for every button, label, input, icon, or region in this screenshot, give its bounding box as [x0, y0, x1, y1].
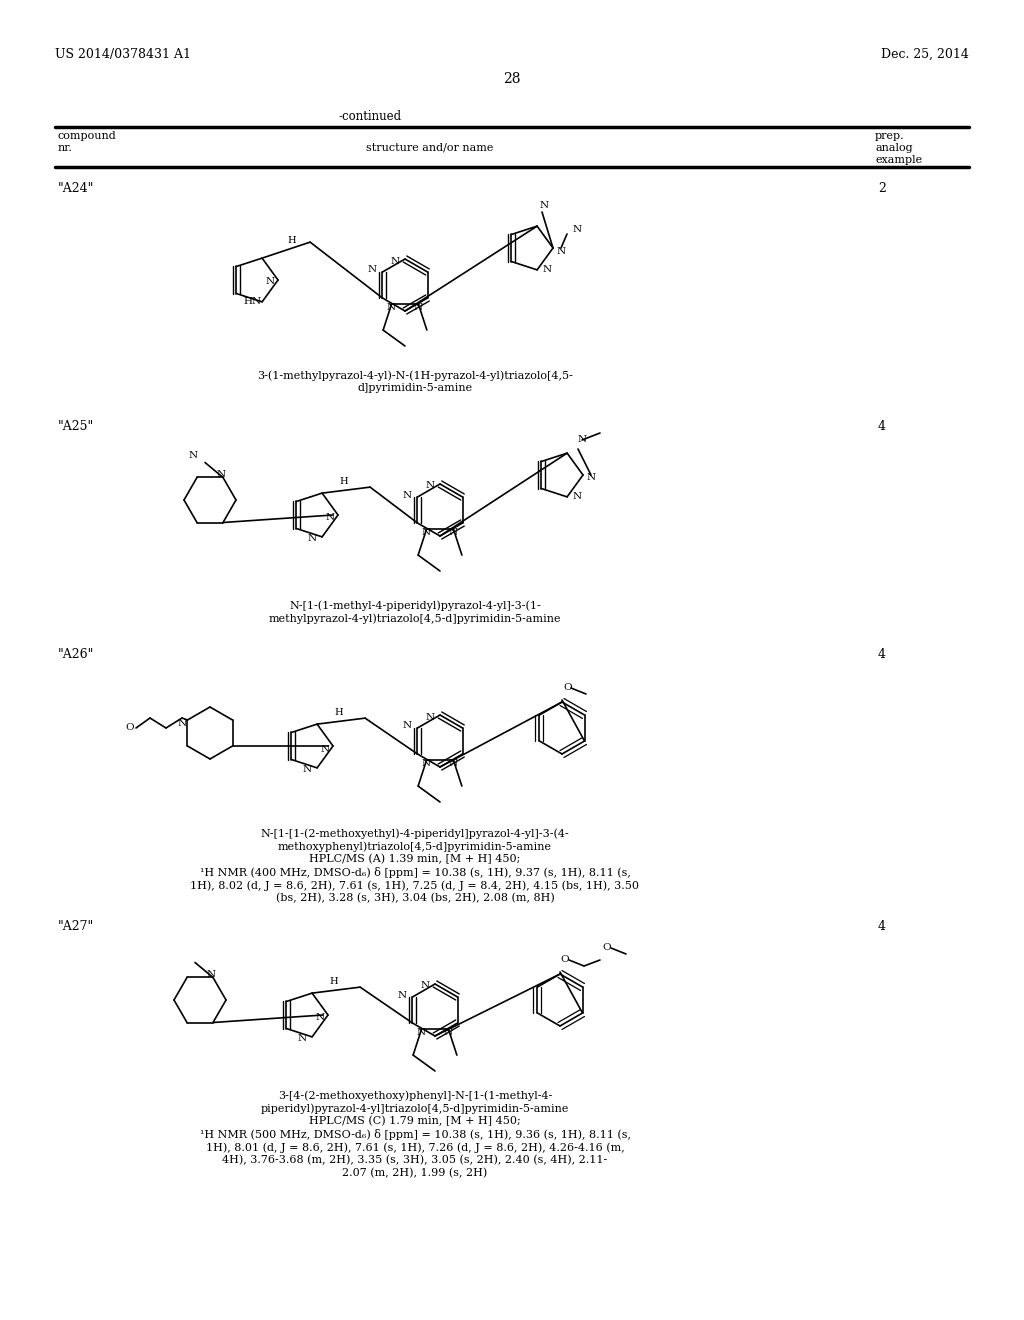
Text: 4H), 3.76-3.68 (m, 2H), 3.35 (s, 3H), 3.05 (s, 2H), 2.40 (s, 4H), 2.11-: 4H), 3.76-3.68 (m, 2H), 3.35 (s, 3H), 3.…: [222, 1155, 607, 1166]
Text: N: N: [587, 474, 596, 483]
Text: N: N: [178, 718, 187, 727]
Text: N: N: [390, 256, 399, 265]
Text: N: N: [188, 451, 198, 459]
Text: 4: 4: [878, 920, 886, 933]
Text: O: O: [603, 944, 611, 953]
Text: piperidyl)pyrazol-4-yl]triazolo[4,5-d]pyrimidin-5-amine: piperidyl)pyrazol-4-yl]triazolo[4,5-d]py…: [261, 1104, 569, 1114]
Text: N: N: [265, 277, 274, 286]
Text: H: H: [340, 477, 348, 486]
Text: 28: 28: [503, 73, 521, 86]
Text: N: N: [326, 513, 335, 523]
Text: HPLC/MS (C) 1.79 min, [M + H] 450;: HPLC/MS (C) 1.79 min, [M + H] 450;: [309, 1115, 521, 1126]
Text: N: N: [315, 1014, 325, 1023]
Text: N: N: [572, 492, 582, 502]
Text: Dec. 25, 2014: Dec. 25, 2014: [881, 48, 969, 61]
Text: 4: 4: [878, 420, 886, 433]
Text: N: N: [298, 1035, 306, 1043]
Text: HPLC/MS (A) 1.39 min, [M + H] 450;: HPLC/MS (A) 1.39 min, [M + H] 450;: [309, 854, 520, 865]
Text: ¹H NMR (500 MHz, DMSO-d₆) δ [ppm] = 10.38 (s, 1H), 9.36 (s, 1H), 8.11 (s,: ¹H NMR (500 MHz, DMSO-d₆) δ [ppm] = 10.3…: [200, 1129, 631, 1140]
Text: 2: 2: [878, 182, 886, 195]
Text: N: N: [207, 970, 216, 979]
Text: O: O: [126, 723, 134, 733]
Text: 4: 4: [878, 648, 886, 661]
Text: N: N: [302, 766, 311, 775]
Text: N: N: [414, 302, 423, 312]
Text: US 2014/0378431 A1: US 2014/0378431 A1: [55, 48, 191, 61]
Text: N: N: [307, 535, 316, 544]
Text: N: N: [421, 982, 429, 990]
Text: N: N: [321, 744, 330, 754]
Text: 3-[4-(2-methoxyethoxy)phenyl]-N-[1-(1-methyl-4-: 3-[4-(2-methoxyethoxy)phenyl]-N-[1-(1-me…: [278, 1090, 552, 1101]
Text: 1H), 8.02 (d, J = 8.6, 2H), 7.61 (s, 1H), 7.25 (d, J = 8.4, 2H), 4.15 (bs, 1H), : 1H), 8.02 (d, J = 8.6, 2H), 7.61 (s, 1H)…: [190, 880, 640, 891]
Text: d]pyrimidin-5-amine: d]pyrimidin-5-amine: [357, 383, 472, 393]
Text: compound: compound: [58, 131, 117, 141]
Text: N: N: [425, 482, 434, 491]
Text: "A27": "A27": [58, 920, 94, 933]
Text: N: N: [449, 528, 458, 537]
Text: N-[1-[1-(2-methoxyethyl)-4-piperidyl]pyrazol-4-yl]-3-(4-: N-[1-[1-(2-methoxyethyl)-4-piperidyl]pyr…: [261, 828, 569, 838]
Text: N: N: [402, 491, 412, 499]
Text: O: O: [563, 684, 572, 693]
Text: "A25": "A25": [58, 420, 94, 433]
Text: N: N: [216, 470, 225, 479]
Text: 2.07 (m, 2H), 1.99 (s, 2H): 2.07 (m, 2H), 1.99 (s, 2H): [342, 1168, 487, 1179]
Text: nr.: nr.: [58, 143, 73, 153]
Text: N: N: [417, 1028, 426, 1038]
Text: ¹H NMR (400 MHz, DMSO-d₆) δ [ppm] = 10.38 (s, 1H), 9.37 (s, 1H), 8.11 (s,: ¹H NMR (400 MHz, DMSO-d₆) δ [ppm] = 10.3…: [200, 867, 631, 878]
Text: "A26": "A26": [58, 648, 94, 661]
Text: methylpyrazol-4-yl)triazolo[4,5-d]pyrimidin-5-amine: methylpyrazol-4-yl)triazolo[4,5-d]pyrimi…: [268, 612, 561, 623]
Text: N: N: [543, 265, 552, 275]
Text: N: N: [402, 722, 412, 730]
Text: prep.: prep.: [874, 131, 904, 141]
Text: H: H: [288, 236, 296, 244]
Text: N: N: [422, 528, 431, 537]
Text: N: N: [425, 713, 434, 722]
Text: N: N: [556, 247, 565, 256]
Text: analog: analog: [874, 143, 912, 153]
Text: H: H: [335, 708, 343, 717]
Text: HN: HN: [243, 297, 261, 306]
Text: N: N: [572, 224, 582, 234]
Text: 1H), 8.01 (d, J = 8.6, 2H), 7.61 (s, 1H), 7.26 (d, J = 8.6, 2H), 4.26-4.16 (m,: 1H), 8.01 (d, J = 8.6, 2H), 7.61 (s, 1H)…: [206, 1142, 625, 1152]
Text: N: N: [540, 202, 549, 210]
Text: example: example: [874, 154, 923, 165]
Text: methoxyphenyl)triazolo[4,5-d]pyrimidin-5-amine: methoxyphenyl)triazolo[4,5-d]pyrimidin-5…: [278, 841, 552, 851]
Text: N: N: [368, 265, 377, 275]
Text: H: H: [330, 977, 338, 986]
Text: "A24": "A24": [58, 182, 94, 195]
Text: N: N: [444, 1028, 453, 1038]
Text: structure and/or name: structure and/or name: [367, 143, 494, 153]
Text: (bs, 2H), 3.28 (s, 3H), 3.04 (bs, 2H), 2.08 (m, 8H): (bs, 2H), 3.28 (s, 3H), 3.04 (bs, 2H), 2…: [275, 894, 554, 903]
Text: N: N: [398, 990, 408, 999]
Text: O: O: [561, 956, 569, 965]
Text: N: N: [578, 436, 587, 445]
Text: 3-(1-methylpyrazol-4-yl)-N-(1H-pyrazol-4-yl)triazolo[4,5-: 3-(1-methylpyrazol-4-yl)-N-(1H-pyrazol-4…: [257, 370, 573, 380]
Text: N: N: [449, 759, 458, 768]
Text: N-[1-(1-methyl-4-piperidyl)pyrazol-4-yl]-3-(1-: N-[1-(1-methyl-4-piperidyl)pyrazol-4-yl]…: [289, 601, 541, 611]
Text: -continued: -continued: [339, 110, 401, 123]
Text: N: N: [422, 759, 431, 768]
Text: N: N: [387, 302, 396, 312]
